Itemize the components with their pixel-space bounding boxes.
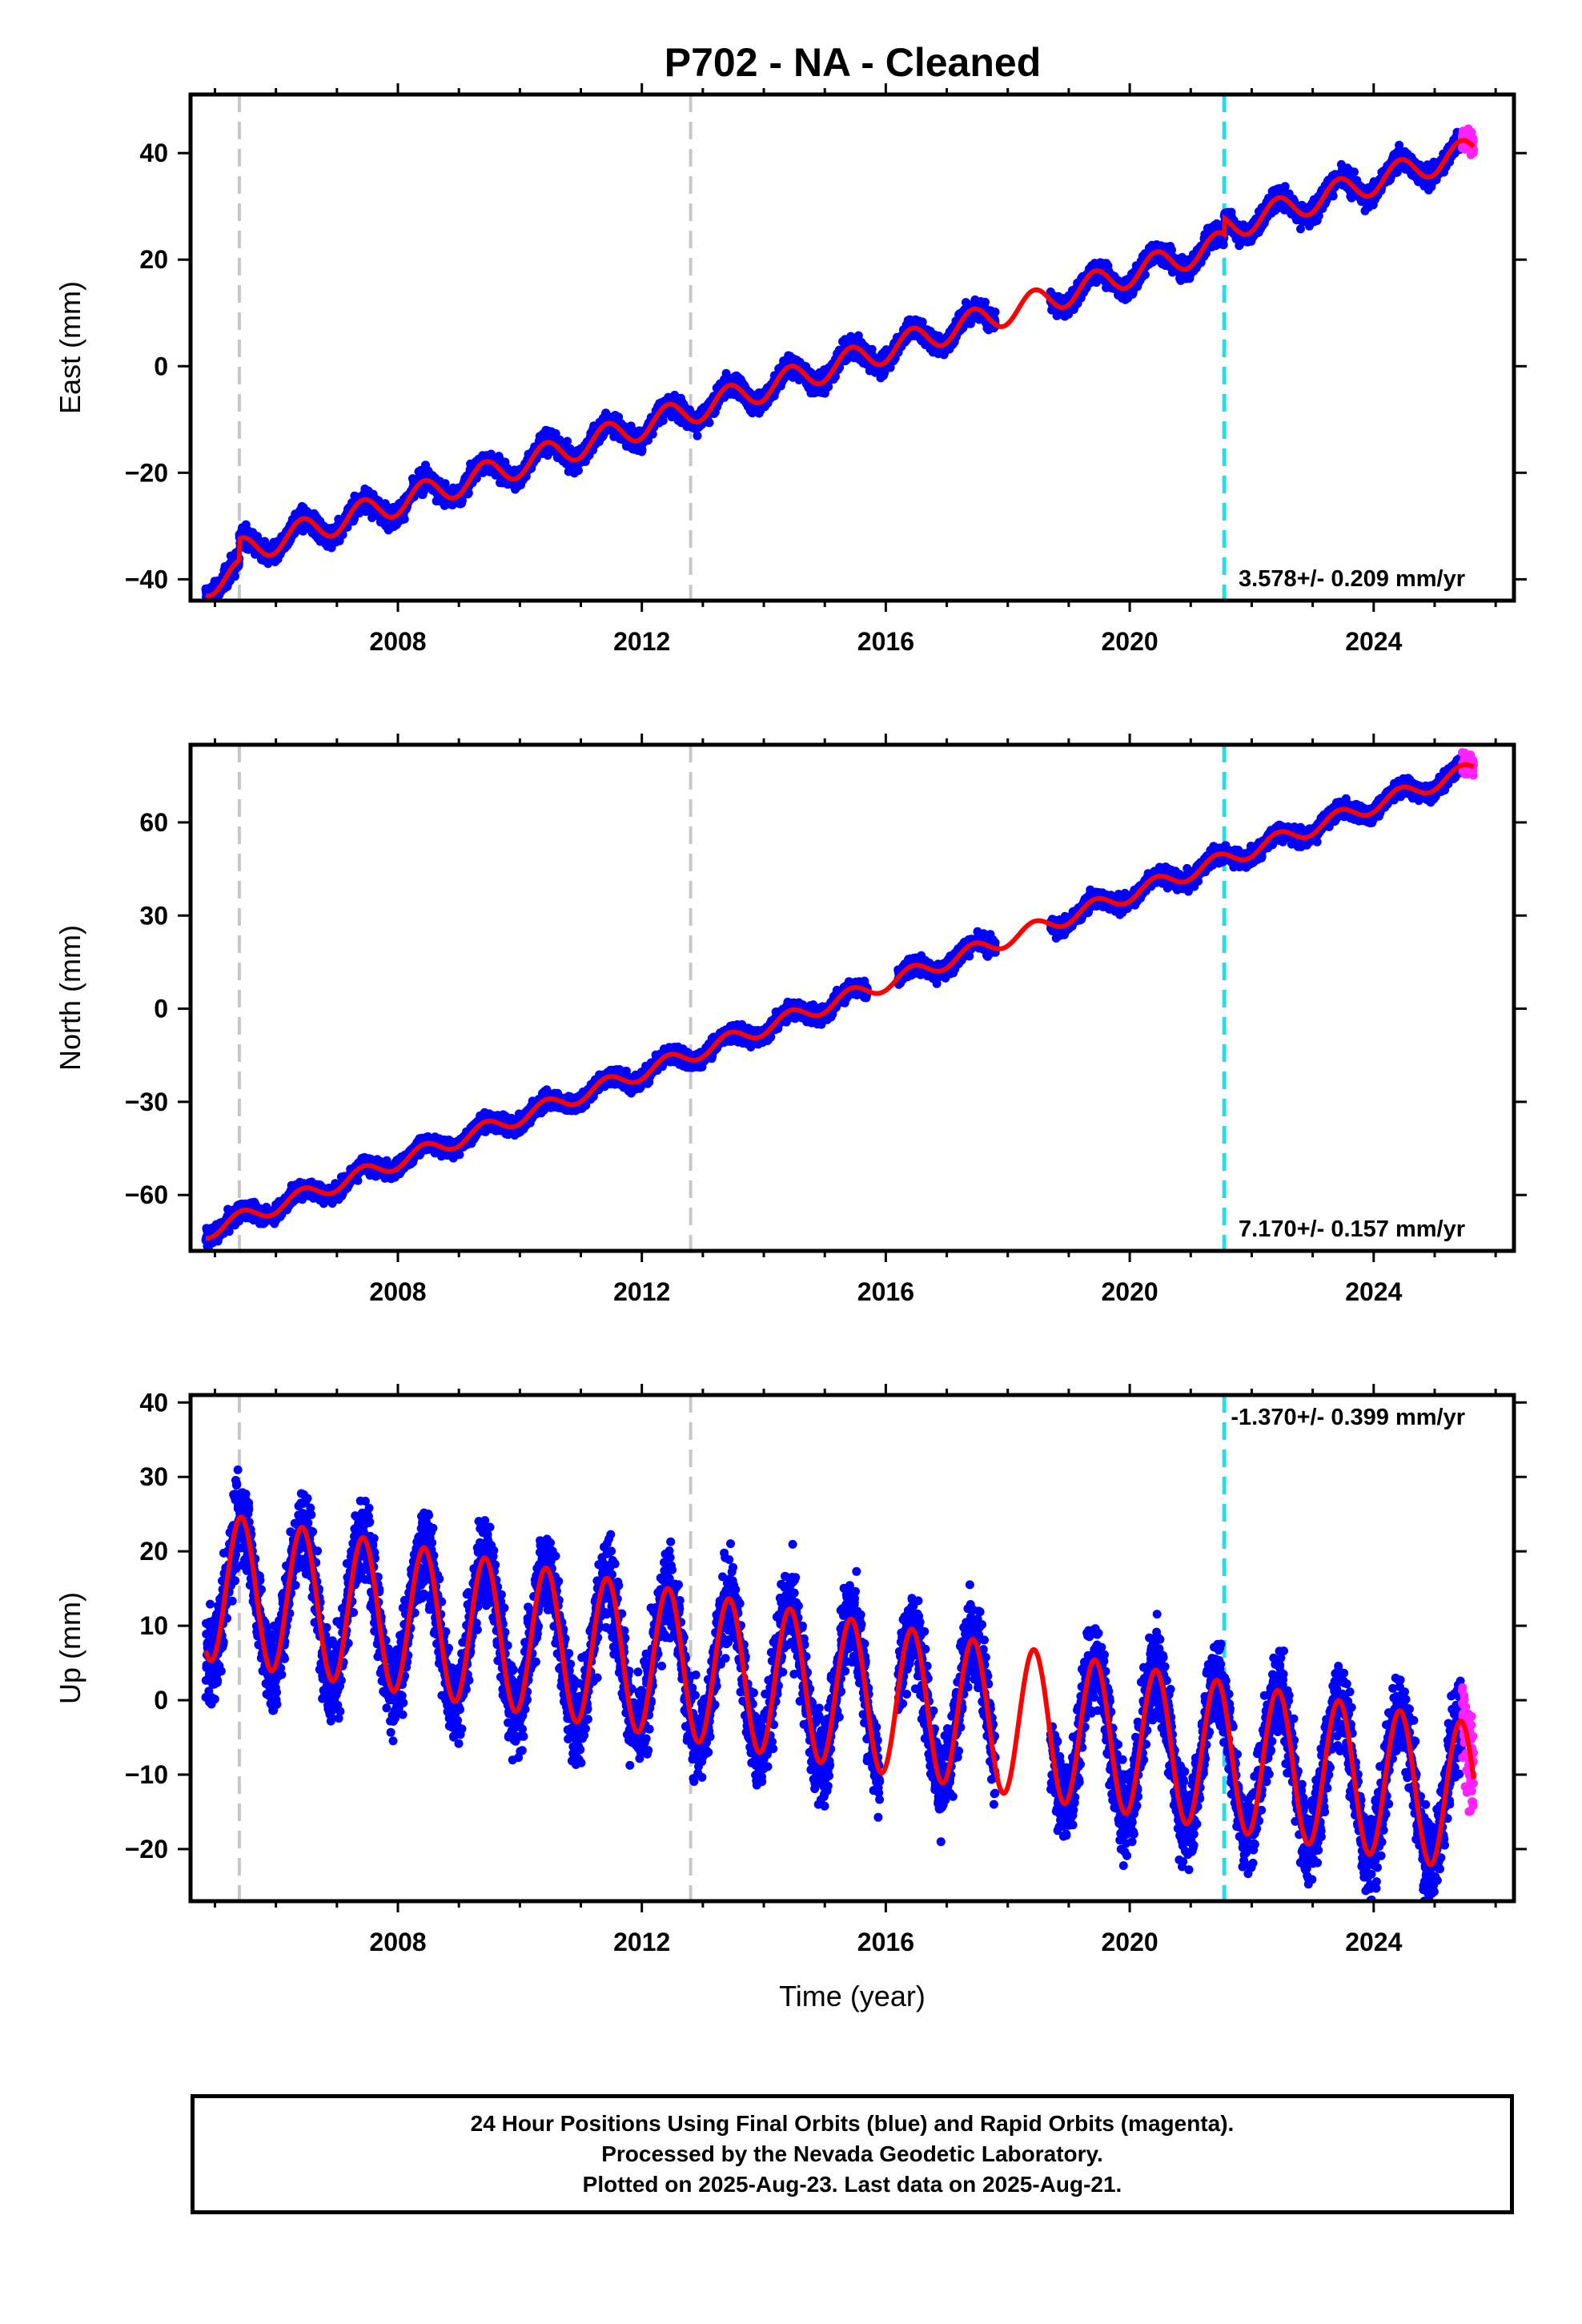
figure-title: P702 - NA - Cleaned xyxy=(665,40,1042,85)
final-point xyxy=(231,572,239,581)
final-point xyxy=(981,297,990,307)
final-point xyxy=(574,466,583,475)
event-lines xyxy=(237,94,1227,601)
final-point xyxy=(400,514,409,524)
final-point xyxy=(990,308,1000,317)
final-point xyxy=(705,418,714,428)
final-point xyxy=(693,431,702,440)
